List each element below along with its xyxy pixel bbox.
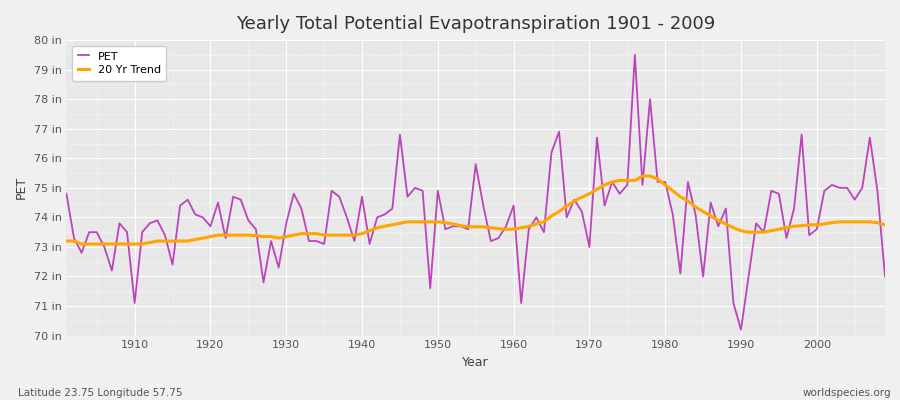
Y-axis label: PET: PET (15, 176, 28, 200)
20 Yr Trend (130, 242, 140, 246)
PET (61, 191, 72, 196)
20 Yr Trend (637, 174, 648, 178)
Text: Latitude 23.75 Longitude 57.75: Latitude 23.75 Longitude 57.75 (18, 388, 183, 398)
20 Yr Trend (607, 180, 617, 184)
PET (334, 194, 345, 199)
PET (599, 203, 610, 208)
20 Yr Trend (516, 225, 526, 230)
20 Yr Trend (296, 231, 307, 236)
20 Yr Trend (76, 242, 87, 246)
Line: PET: PET (67, 55, 885, 330)
X-axis label: Year: Year (463, 356, 489, 369)
PET (122, 230, 132, 234)
20 Yr Trend (61, 239, 72, 244)
20 Yr Trend (508, 227, 519, 232)
PET (735, 327, 746, 332)
PET (508, 203, 519, 208)
20 Yr Trend (879, 222, 890, 227)
Text: worldspecies.org: worldspecies.org (803, 388, 891, 398)
Title: Yearly Total Potential Evapotranspiration 1901 - 2009: Yearly Total Potential Evapotranspiratio… (236, 15, 716, 33)
Legend: PET, 20 Yr Trend: PET, 20 Yr Trend (72, 46, 166, 81)
PET (879, 274, 890, 279)
Line: 20 Yr Trend: 20 Yr Trend (67, 176, 885, 244)
20 Yr Trend (341, 233, 352, 238)
PET (629, 52, 640, 57)
PET (288, 191, 299, 196)
PET (500, 224, 511, 229)
